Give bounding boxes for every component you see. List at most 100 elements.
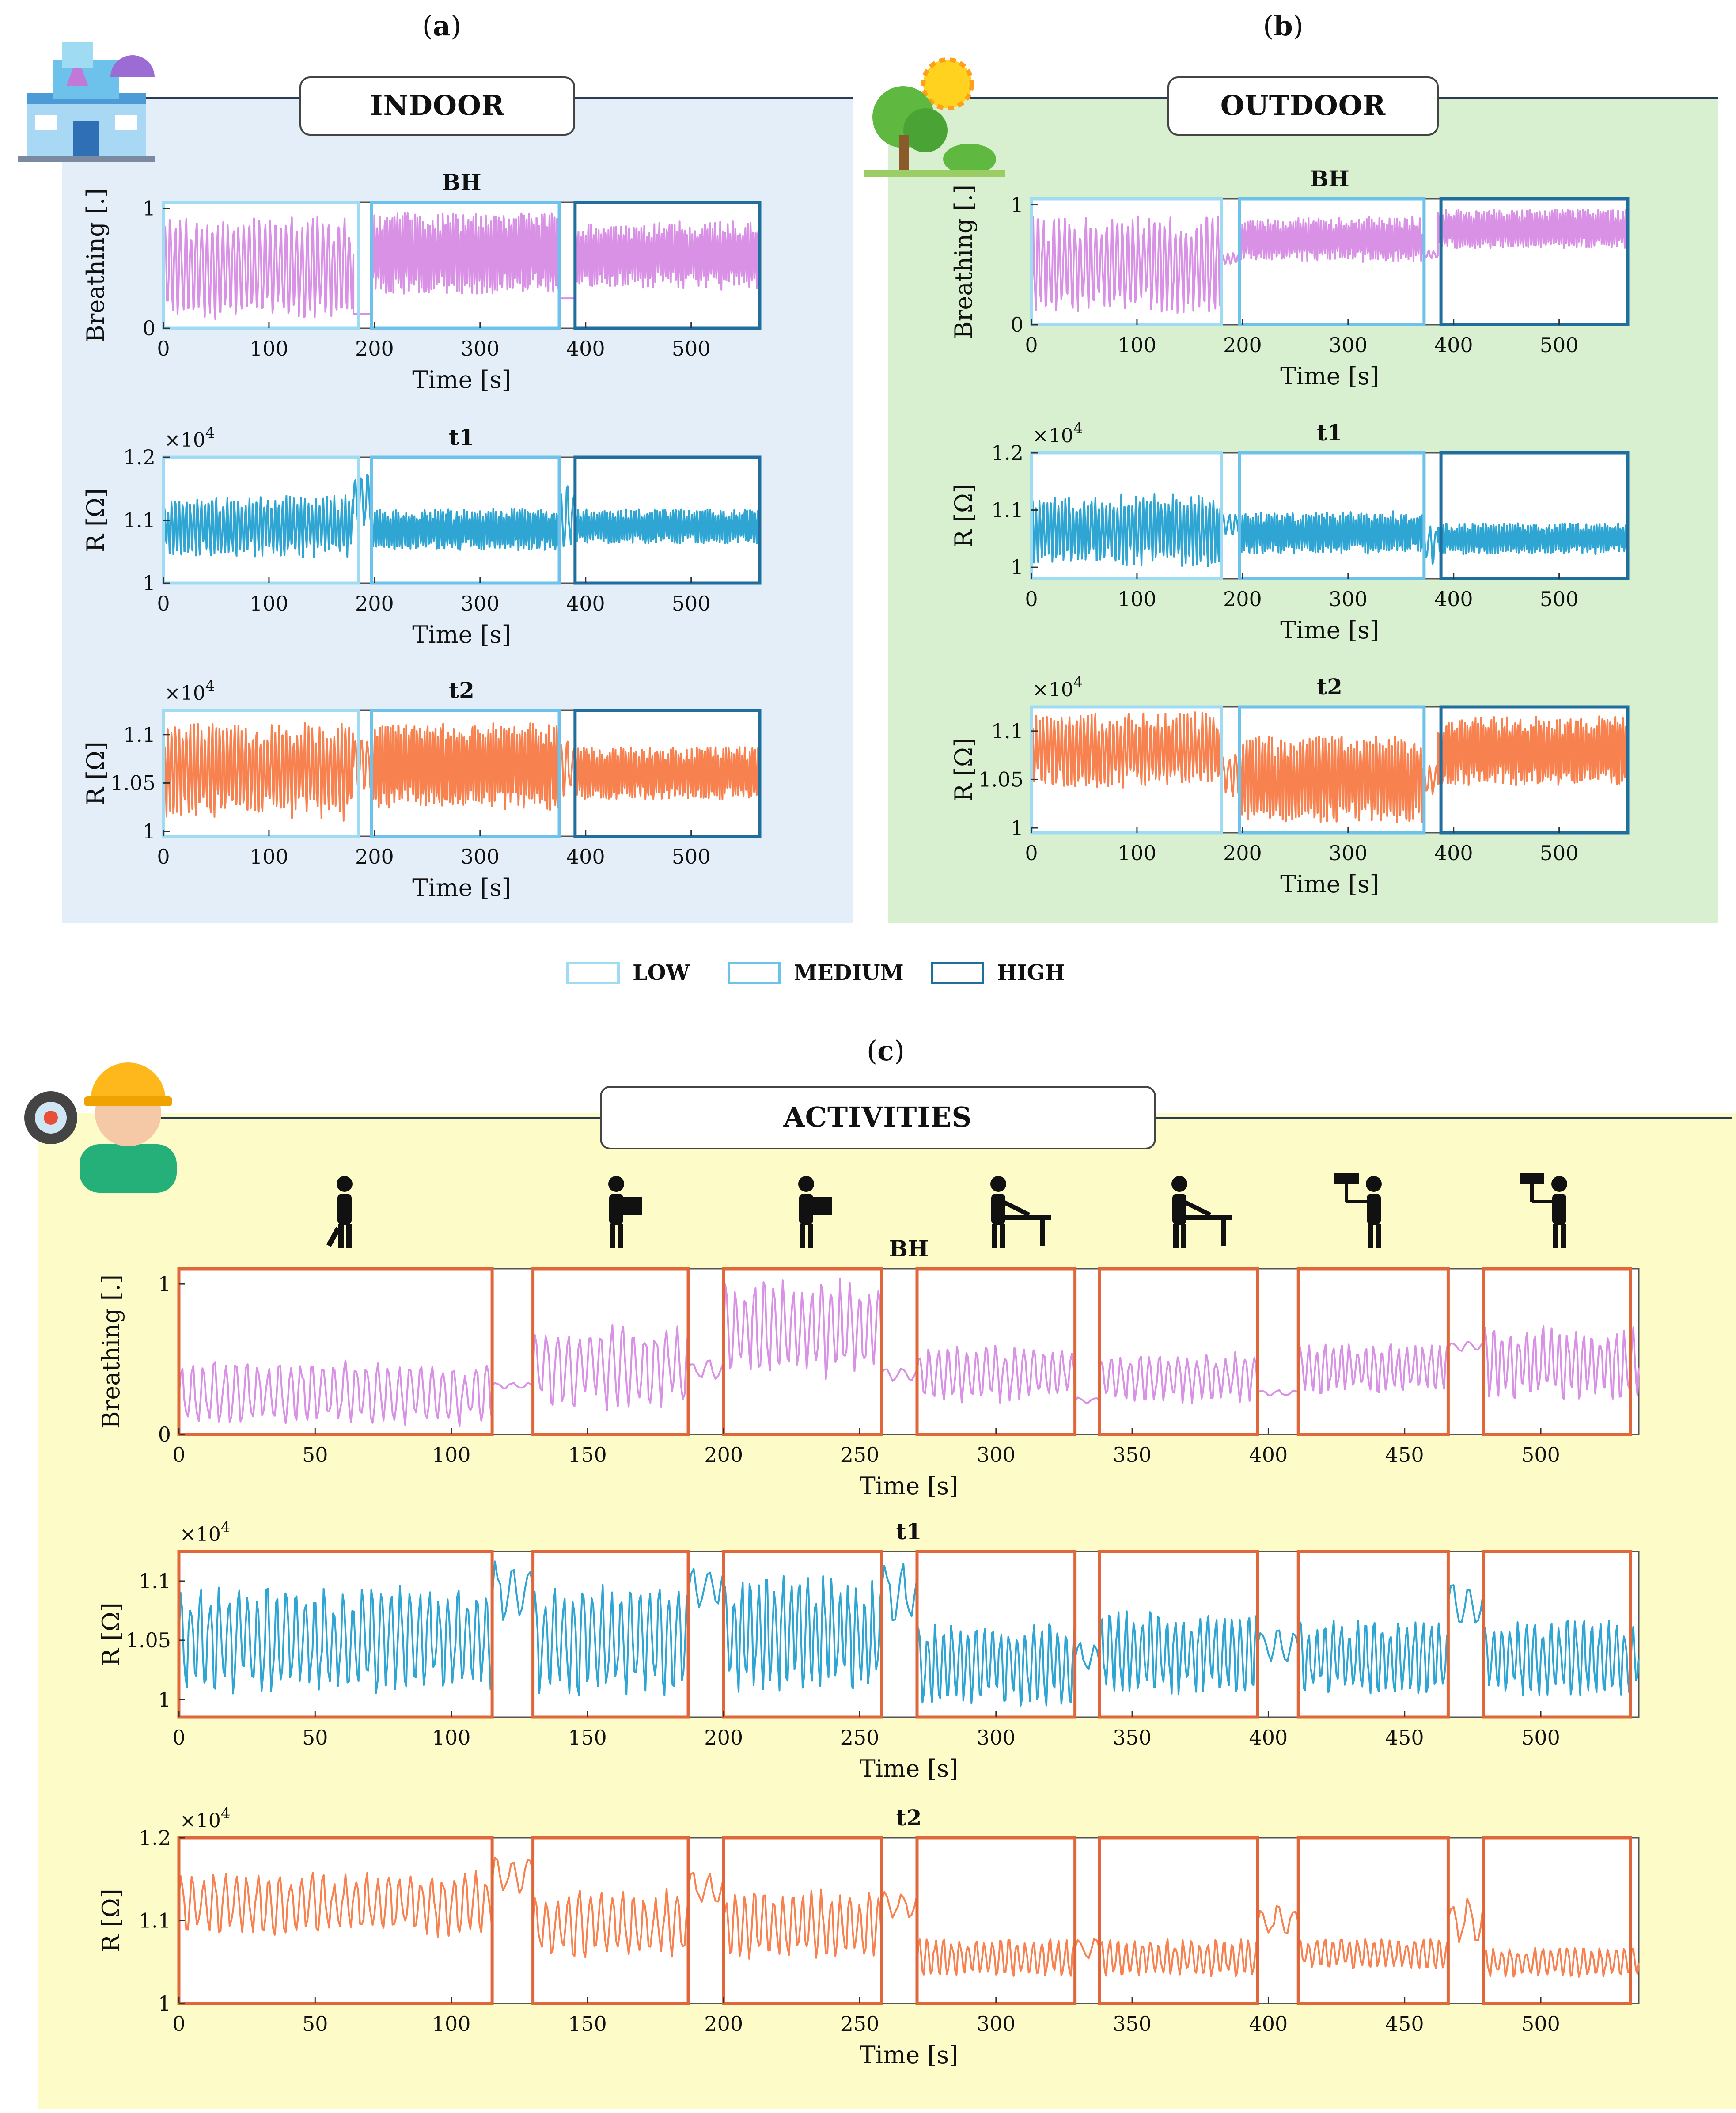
indoor-bh-region-0 xyxy=(162,201,360,330)
outdoor-title-box xyxy=(1167,76,1439,136)
indoor-bh-title: BH xyxy=(442,169,481,195)
outdoor-t2-xtick-label: 300 xyxy=(1329,841,1368,865)
activities-t1-xtick-label: 0 xyxy=(172,1726,185,1749)
indoor-t1-xtick-label: 300 xyxy=(461,592,500,615)
legend-medium-swatch xyxy=(728,962,781,984)
outdoor-t1-region-2 xyxy=(1439,451,1630,580)
indoor-t2-xtick-label: 0 xyxy=(157,845,170,869)
activities-title: ACTIVITIES xyxy=(783,1101,972,1133)
activities-t2-xtick-label: 450 xyxy=(1385,2012,1424,2036)
activities-bh-plot-area xyxy=(178,1268,1640,1435)
outdoor-t1-xtick-label: 0 xyxy=(1025,587,1038,611)
panel-letter-c: (c) xyxy=(867,1035,905,1067)
activities-t2-ytick-label: 1.2 xyxy=(139,1826,171,1850)
indoor-t2-region-2 xyxy=(573,709,762,838)
indoor-bh-xtick-label: 500 xyxy=(672,337,711,360)
outdoor-t1-xtick-label: 400 xyxy=(1434,587,1473,611)
activities-t1-xtick-label: 500 xyxy=(1521,1726,1560,1749)
activities-t2-xtick-label: 250 xyxy=(841,2012,879,2036)
activities-t2-ylabel: R [Ω] xyxy=(97,1889,125,1953)
outdoor-t2-xtick-label: 0 xyxy=(1025,841,1038,865)
worker-gear-icon xyxy=(24,1062,177,1193)
indoor-t1-region-1 xyxy=(370,455,561,585)
outdoor-t2-ytick-label: 1.05 xyxy=(978,767,1023,791)
activities-t2-xlabel: Time [s] xyxy=(860,2041,958,2069)
outdoor-bh-xtick-label: 200 xyxy=(1223,333,1262,357)
activities-t1-xtick-label: 300 xyxy=(977,1726,1016,1749)
outdoor-t1-ylabel: R [Ω] xyxy=(950,484,978,548)
activities-t2-xtick-label: 400 xyxy=(1249,2012,1288,2036)
activities-bh-ytick-label: 0 xyxy=(158,1423,171,1446)
outdoor-t2-xlabel: Time [s] xyxy=(1280,870,1379,898)
outdoor-bh-xlabel: Time [s] xyxy=(1280,362,1379,390)
activities-t2-plot-area xyxy=(178,1837,1640,2004)
laboratory-building-icon xyxy=(18,42,155,162)
activities-t1-region-1 xyxy=(531,1550,690,1719)
indoor-t1-xlabel: Time [s] xyxy=(412,621,511,649)
carrying-box-icon xyxy=(798,1176,832,1248)
activities-t1-xtick-label: 450 xyxy=(1385,1726,1424,1749)
outdoor-bh-ylabel: Breathing [.] xyxy=(950,185,978,339)
indoor-t1-xtick-label: 200 xyxy=(355,592,394,615)
outdoor-t1-series-line xyxy=(1031,493,1629,567)
indoor-t2-ytick-label: 1 xyxy=(143,819,155,843)
outdoor-t2-xtick-label: 500 xyxy=(1540,841,1579,865)
indoor-t1-series-line xyxy=(163,474,761,558)
sawing-icon xyxy=(1171,1176,1232,1248)
activities-title-box xyxy=(600,1086,1156,1149)
outdoor-t2-region-2 xyxy=(1439,705,1630,835)
activities-bh-series-line xyxy=(178,1278,1640,1427)
indoor-t1-xtick-label: 500 xyxy=(672,592,711,615)
activities-t1-xtick-label: 100 xyxy=(432,1726,471,1749)
activity-icons-row xyxy=(326,1173,1567,1248)
legend-high-swatch xyxy=(931,962,984,984)
activities-t1-xtick-label: 50 xyxy=(302,1726,328,1749)
indoor-t1-xtick-label: 100 xyxy=(250,592,288,615)
activities-t1-xtick-label: 250 xyxy=(841,1726,879,1749)
activities-bh-xlabel: Time [s] xyxy=(860,1472,958,1500)
outdoor-t1-ytick-label: 1.1 xyxy=(991,498,1023,522)
indoor-bh-xtick-label: 400 xyxy=(566,337,605,360)
indoor-bh-xtick-label: 0 xyxy=(157,337,170,360)
activities-bh-ytick-label: 1 xyxy=(158,1272,171,1296)
outdoor-t1-xtick-label: 200 xyxy=(1223,587,1262,611)
outdoor-t1-xtick-label: 300 xyxy=(1329,587,1368,611)
activities-bh-xtick-label: 300 xyxy=(977,1443,1016,1467)
activities-t2-region-6 xyxy=(1482,1836,1633,2005)
outdoor-t2-xtick-label: 100 xyxy=(1118,841,1156,865)
activities-t2-region-5 xyxy=(1296,1836,1450,2005)
indoor-bh-region-2 xyxy=(573,201,762,330)
activities-t2-xtick-label: 0 xyxy=(172,2012,185,2036)
indoor-t2-ytick-label: 1.1 xyxy=(123,723,155,747)
activities-bh-xtick-label: 450 xyxy=(1385,1443,1424,1467)
outdoor-t2-region-1 xyxy=(1238,705,1426,835)
indoor-t2-ytick-label: 1.05 xyxy=(110,771,155,795)
indoor-bh-xlabel: Time [s] xyxy=(412,366,511,394)
outdoor-bh-region-2 xyxy=(1439,197,1630,326)
outdoor-t2-title: t2 xyxy=(1317,674,1342,700)
indoor-title-box xyxy=(299,76,575,136)
indoor-bh-series-line xyxy=(163,212,761,320)
outdoor-bh-xtick-label: 400 xyxy=(1434,333,1473,357)
activities-t1-xtick-label: 150 xyxy=(568,1726,607,1749)
outdoor-t1-xtick-label: 100 xyxy=(1118,587,1156,611)
outdoor-bh-region-0 xyxy=(1030,197,1223,326)
indoor-t2-region-0 xyxy=(162,709,360,838)
activities-bh-xtick-label: 500 xyxy=(1521,1443,1560,1467)
activities-bh-region-0 xyxy=(177,1267,494,1436)
outdoor-t2-ytick-label: 1.1 xyxy=(991,719,1023,743)
outdoor-t1-region-0 xyxy=(1030,451,1223,580)
outdoor-bh-series-line xyxy=(1031,209,1629,314)
activities-t1-region-5 xyxy=(1296,1550,1450,1719)
activities-t1-ytick-label: 1.1 xyxy=(139,1569,171,1593)
activities-t2-chart: 0 50 100 150 200 250 300 350 400 450 500 1 1.1 1.2 t2 T… xyxy=(97,1805,1640,2069)
outdoor-bh-xtick-label: 500 xyxy=(1540,333,1579,357)
outdoor-bh-region-1 xyxy=(1238,197,1426,326)
activities-t2-ytick-label: 1 xyxy=(158,1992,171,2015)
painting-icon xyxy=(1520,1173,1567,1248)
indoor-t1-ytick-label: 1.2 xyxy=(123,445,155,469)
